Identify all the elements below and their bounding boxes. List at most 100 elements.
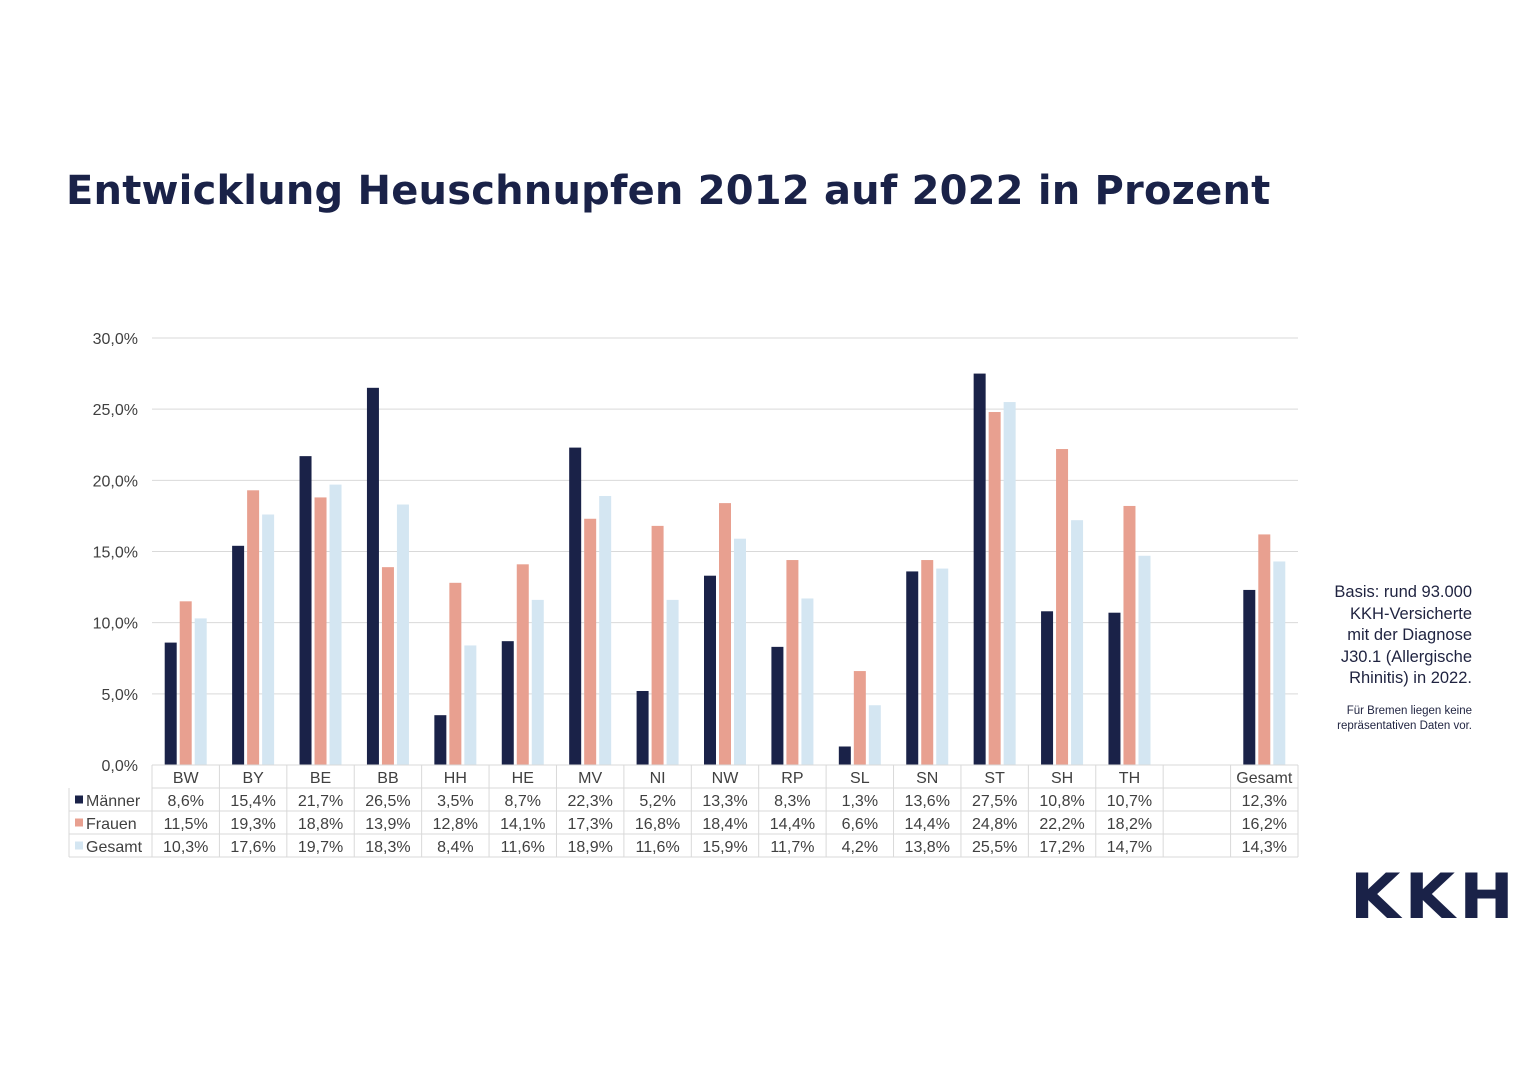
bar-gesamt (734, 538, 746, 765)
y-axis-ticks: 0,0% 5,0% 10,0% 15,0% 20,0% 25,0% 30,0% (93, 331, 138, 775)
bar-männer (1041, 611, 1054, 765)
page-title: Entwicklung Heuschnupfen 2012 auf 2022 i… (66, 168, 1271, 214)
data-cell: 18,2% (1107, 816, 1152, 833)
bar-frauen (921, 560, 934, 765)
bar-frauen (516, 564, 529, 765)
category-label: HE (512, 770, 534, 787)
bar-gesamt (1138, 555, 1151, 765)
bar-frauen (786, 560, 799, 765)
bar-gesamt (801, 598, 814, 765)
basis-note-line: KKH-Versicherte (1350, 604, 1472, 623)
bar-männer (1243, 589, 1256, 765)
category-label: TH (1119, 770, 1140, 787)
data-cell: 21,7% (298, 793, 343, 810)
basis-note-line: mit der Diagnose (1347, 626, 1472, 644)
series-name: Männer (86, 793, 141, 810)
category-label: ST (984, 770, 1005, 787)
y-tick-label: 10,0% (93, 616, 138, 633)
data-cell: 19,7% (298, 839, 343, 856)
data-cell: 12,3% (1242, 793, 1287, 810)
bar-frauen (651, 525, 664, 765)
bar-männer (299, 456, 312, 765)
category-label: SL (850, 770, 870, 787)
data-cell: 12,8% (433, 816, 478, 833)
legend-key-frauen (75, 818, 83, 827)
bar-gesamt (262, 514, 275, 765)
y-tick-label: 20,0% (93, 473, 138, 490)
category-label: BB (377, 770, 398, 787)
data-cell: 15,9% (702, 839, 747, 856)
bar-gesamt (464, 645, 477, 765)
bar-männer (434, 715, 447, 765)
bar-männer (1108, 612, 1121, 765)
data-cell: 25,5% (972, 839, 1017, 856)
data-cell: 22,3% (567, 793, 612, 810)
data-cell: 13,6% (905, 793, 950, 810)
data-cell: 5,2% (639, 793, 675, 810)
legend-key-männer (75, 795, 83, 804)
category-label: SH (1051, 770, 1073, 787)
series-name: Gesamt (86, 839, 143, 856)
data-cell: 8,3% (774, 793, 810, 810)
bar-frauen (381, 567, 394, 765)
data-cell: 22,2% (1039, 816, 1084, 833)
data-cell: 11,7% (770, 839, 814, 856)
data-cell: 14,1% (500, 816, 545, 833)
data-cell: 11,5% (164, 816, 208, 833)
data-cell: 18,4% (702, 816, 747, 833)
kkh-logo: KKH (1350, 860, 1518, 933)
data-cell: 13,3% (702, 793, 747, 810)
category-label: Gesamt (1236, 770, 1293, 787)
y-tick-label: 5,0% (102, 687, 138, 704)
bar-frauen (247, 490, 260, 765)
data-cell: 18,8% (298, 816, 343, 833)
y-tick-label: 15,0% (93, 545, 138, 562)
data-cell: 16,2% (1242, 816, 1287, 833)
data-cell: 24,8% (972, 816, 1017, 833)
data-cell: 3,5% (437, 793, 473, 810)
bar-gesamt (329, 484, 342, 765)
footnote-line: Für Bremen liegen keine (1346, 705, 1472, 717)
y-tick-label: 0,0% (102, 758, 138, 775)
series-name: Frauen (86, 816, 137, 833)
category-label: BE (310, 770, 331, 787)
bar-männer (906, 571, 919, 765)
bar-männer (973, 373, 986, 765)
data-cell: 17,3% (567, 816, 612, 833)
data-cell: 17,6% (230, 839, 275, 856)
bar-gesamt (868, 705, 881, 765)
y-tick-label: 25,0% (93, 402, 138, 419)
category-label: MV (578, 770, 602, 787)
data-cell: 11,6% (635, 839, 679, 856)
data-cell: 18,3% (365, 839, 410, 856)
category-label: BW (173, 770, 200, 787)
bar-gesamt (531, 599, 544, 765)
bar-männer (636, 690, 649, 765)
data-cell: 4,2% (842, 839, 878, 856)
data-cell: 15,4% (230, 793, 275, 810)
bar-männer (366, 387, 379, 765)
bar-gesamt (1071, 520, 1084, 765)
data-cell: 13,8% (905, 839, 950, 856)
basis-note-line: J30.1 (Allergische (1340, 647, 1472, 666)
category-label: RP (781, 770, 803, 787)
data-cell: 10,8% (1039, 793, 1084, 810)
basis-note-line: Basis: rund 93.000 (1334, 583, 1472, 601)
bar-gesamt (1273, 561, 1286, 765)
data-cell: 19,3% (230, 816, 275, 833)
bar-frauen (853, 671, 866, 765)
basis-note: Basis: rund 93.000 KKH-Versicherte mit d… (1290, 582, 1472, 690)
data-cell: 27,5% (972, 793, 1017, 810)
data-cell: 14,4% (905, 816, 950, 833)
data-cell: 10,3% (163, 839, 208, 856)
bar-gesamt (666, 599, 679, 765)
category-label: NI (650, 770, 666, 787)
data-cell: 14,7% (1107, 839, 1152, 856)
data-cell: 6,6% (842, 816, 878, 833)
bar-frauen (719, 503, 731, 765)
data-cell: 16,8% (635, 816, 680, 833)
bars (164, 373, 1286, 765)
bar-frauen (1258, 534, 1271, 765)
bar-männer (232, 545, 245, 765)
